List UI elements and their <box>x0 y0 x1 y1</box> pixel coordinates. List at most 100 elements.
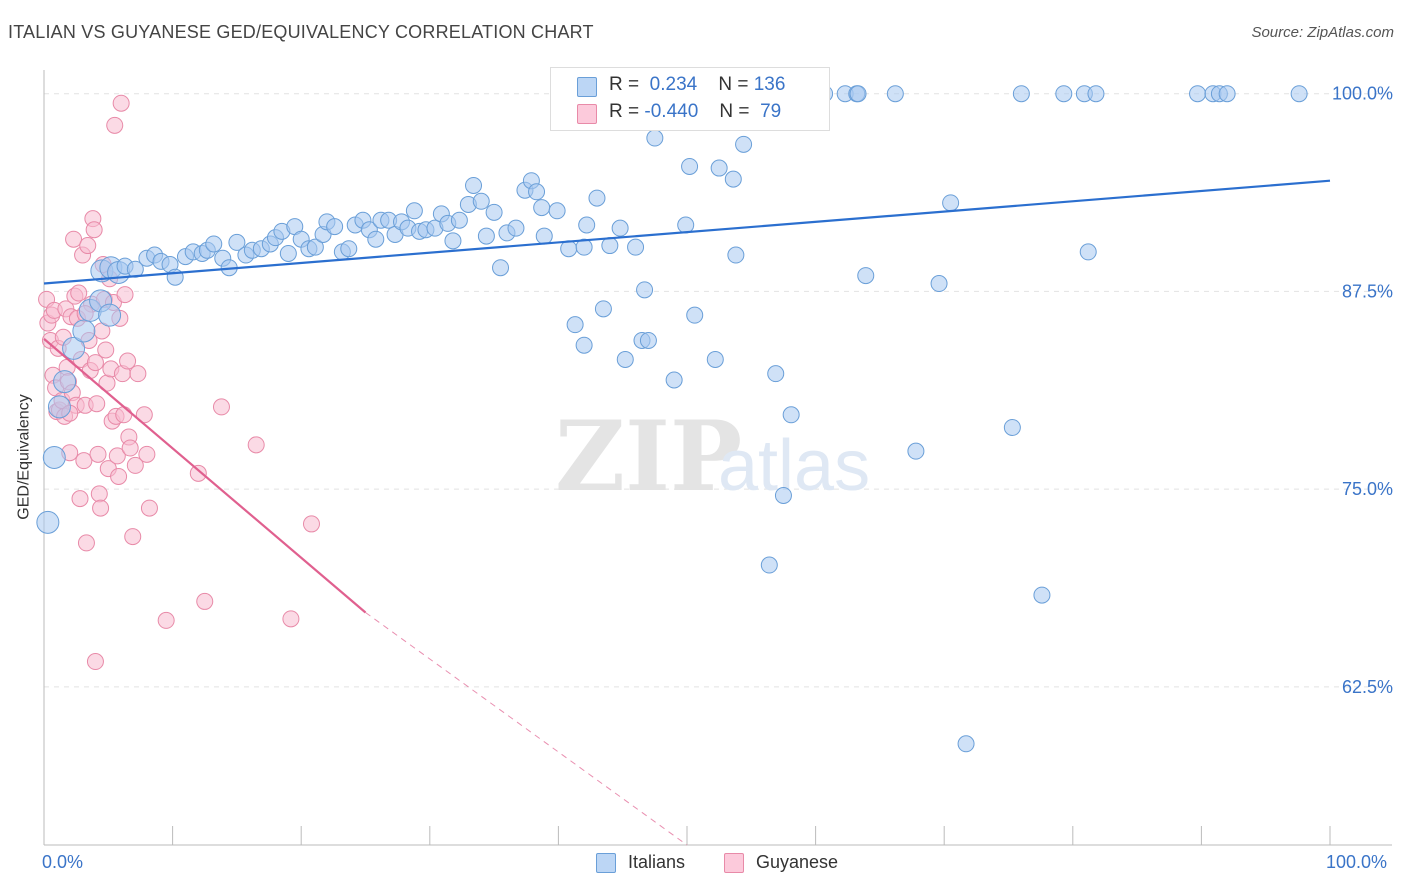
italians-point <box>849 85 867 103</box>
italians-swatch <box>577 77 597 97</box>
guyanese-stats: R = -0.440 N = 79 <box>609 101 781 127</box>
italians-point <box>578 216 596 234</box>
italians-point <box>405 202 423 220</box>
italians-point <box>760 556 778 574</box>
x-tick-label-max: 100.0% <box>1326 852 1388 872</box>
stats-legend: R = 0.234 N = 136 R = -0.440 N = 79 <box>550 67 830 131</box>
watermark-atlas: atlas <box>718 426 870 506</box>
italians-point <box>367 230 385 248</box>
italians-point <box>767 365 785 383</box>
italians-point <box>706 350 724 368</box>
guyanese-point <box>121 439 139 457</box>
guyanese-point <box>189 464 207 482</box>
italians-point <box>594 300 612 318</box>
italians-point <box>53 370 77 394</box>
guyanese-point <box>138 445 156 463</box>
guyanese-r-value: -0.440 <box>644 101 699 122</box>
italians-point <box>507 219 525 237</box>
italians-point <box>639 331 657 349</box>
italians-point <box>533 199 551 217</box>
guyanese-point <box>97 341 115 359</box>
guyanese-point <box>126 456 144 474</box>
italians-point <box>907 442 925 460</box>
italians-point <box>686 306 704 324</box>
guyanese-trend-line <box>43 338 367 614</box>
guyanese-point <box>135 406 153 424</box>
italians-point <box>62 336 86 360</box>
guyanese-point <box>89 445 107 463</box>
x-tick-label-min: 0.0% <box>42 852 84 872</box>
italians-point <box>477 227 495 245</box>
n-label: N = <box>718 74 749 95</box>
italians-point <box>727 246 745 264</box>
guyanese-point <box>112 94 130 112</box>
italians-point <box>627 238 645 256</box>
guyanese-n-value: 79 <box>760 101 782 122</box>
italians-point <box>42 446 66 469</box>
italians-point <box>735 135 753 153</box>
guyanese-point <box>247 436 265 454</box>
guyanese-point <box>92 499 110 517</box>
legend-label-italians: Italians <box>628 852 686 872</box>
italians-point <box>98 303 122 327</box>
guyanese-point <box>75 452 93 470</box>
guyanese-point <box>212 398 230 416</box>
guyanese-point <box>110 467 128 485</box>
watermark-zip: ZIP <box>555 400 742 513</box>
italians-point <box>957 735 975 753</box>
italians-point <box>1087 85 1105 103</box>
italians-point <box>205 235 223 253</box>
italians-point <box>575 336 593 354</box>
italians-point <box>566 316 584 334</box>
italians-point <box>681 157 699 175</box>
italians-point <box>665 371 683 389</box>
legend-label-guyanese: Guyanese <box>756 852 839 872</box>
y-tick-label: 75.0% <box>1342 479 1393 499</box>
italians-point <box>1003 418 1021 436</box>
italians-point <box>1033 586 1051 604</box>
guyanese-swatch <box>577 104 597 124</box>
italians-point <box>1079 243 1097 261</box>
italians-point <box>774 486 792 504</box>
guyanese-point <box>70 284 88 302</box>
italians-point <box>1189 85 1207 103</box>
italians-point <box>930 275 948 293</box>
guyanese-point <box>282 610 300 628</box>
guyanese-point <box>196 592 214 610</box>
guyanese-point <box>65 230 83 248</box>
italians-point <box>548 202 566 220</box>
italians-point <box>724 170 742 188</box>
y-tick-label: 87.5% <box>1342 281 1393 301</box>
guyanese-point <box>85 221 103 239</box>
guyanese-point <box>86 653 104 671</box>
italians-point <box>535 227 553 245</box>
guyanese-point <box>129 365 147 383</box>
italians-point <box>886 85 904 103</box>
italians-point <box>472 192 490 210</box>
italians-r-value: 0.234 <box>649 74 698 95</box>
italians-point <box>326 218 344 236</box>
guyanese-legend-swatch <box>724 853 744 873</box>
guyanese-point <box>108 447 126 465</box>
italians-point <box>616 350 634 368</box>
italians-point <box>72 319 96 343</box>
chart-title: ITALIAN VS GUYANESE GED/EQUIVALENCY CORR… <box>8 22 594 42</box>
italians-point <box>1055 85 1073 103</box>
guyanese-point <box>106 116 124 134</box>
italians-point <box>444 232 462 250</box>
chart-source: Source: ZipAtlas.com <box>1251 24 1394 41</box>
italians-trend-line <box>43 179 1331 285</box>
guyanese-point <box>88 395 106 413</box>
italians-legend-swatch <box>596 853 616 873</box>
italians-point <box>340 240 358 258</box>
y-tick-label: 100.0% <box>1332 84 1393 104</box>
italians-point <box>636 281 654 299</box>
italians-point <box>575 238 593 256</box>
italians-point <box>36 510 60 534</box>
italians-point <box>485 203 503 221</box>
guyanese-point <box>140 499 158 517</box>
guyanese-point <box>86 354 104 372</box>
italians-stats: R = 0.234 N = 136 <box>609 74 785 100</box>
italians-point <box>47 395 71 419</box>
